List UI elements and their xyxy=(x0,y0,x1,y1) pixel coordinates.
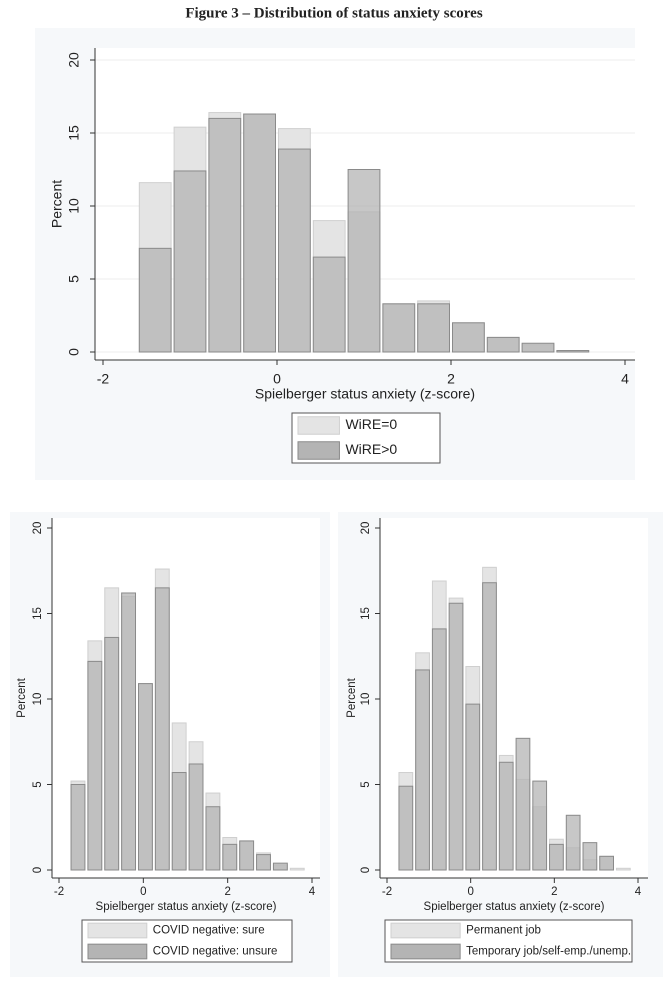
x-tick-label: -2 xyxy=(382,886,392,898)
bar xyxy=(415,669,430,871)
y-tick-label: 0 xyxy=(32,867,44,873)
bar xyxy=(347,169,381,353)
x-tick-label: 4 xyxy=(621,371,629,387)
chart: 0 5 10 15 20 -2 0 2 4 Percent Spielberger status a… xyxy=(10,512,330,977)
bar xyxy=(289,867,305,871)
bar xyxy=(565,814,581,871)
x-tick-label: -2 xyxy=(97,371,110,387)
series xyxy=(138,113,590,353)
y-tick-label: 5 xyxy=(360,781,372,787)
bar xyxy=(171,772,187,871)
y-tick-label: 10 xyxy=(32,693,44,706)
bar xyxy=(121,592,137,871)
x-tick-label: 4 xyxy=(309,886,316,898)
bar xyxy=(515,737,531,871)
legend-swatch xyxy=(297,416,340,435)
x-tick-label: 2 xyxy=(224,886,230,898)
x-tick-label: 4 xyxy=(635,886,642,898)
bar xyxy=(382,303,416,353)
legend-swatch xyxy=(87,922,148,939)
x-tick-label: 0 xyxy=(467,886,473,898)
y-tick-label: 15 xyxy=(360,607,372,620)
legend-swatch xyxy=(390,922,461,939)
y-tick-label: 5 xyxy=(66,275,82,283)
bar xyxy=(239,840,255,871)
bar xyxy=(582,842,598,871)
bar xyxy=(208,117,242,353)
x-tick-label: 2 xyxy=(447,371,455,387)
y-axis-title: Percent xyxy=(16,677,28,717)
y-tick-label: 15 xyxy=(66,125,82,141)
bar xyxy=(599,855,614,871)
y-tick-label: 15 xyxy=(32,607,44,620)
bar xyxy=(556,350,590,353)
bar xyxy=(431,628,447,871)
legend: COVID negative: sure COVID negative: unsu… xyxy=(81,919,293,963)
legend: WiRE=0 WiRE>0 xyxy=(291,412,441,464)
bar xyxy=(448,602,464,871)
bar xyxy=(272,862,288,871)
legend-label: Temporary job/self-emp./unemp. xyxy=(466,946,631,958)
bar xyxy=(70,784,86,871)
y-axis-title: Percent xyxy=(49,180,65,228)
chart: 0 5 10 15 20 -2 0 2 4 Percent Spielberger status a… xyxy=(338,512,663,977)
series xyxy=(70,587,288,871)
bar xyxy=(615,867,631,871)
legend-label: WiRE=0 xyxy=(345,416,397,432)
y-tick-label: 10 xyxy=(66,198,82,214)
bar xyxy=(532,780,548,871)
bar xyxy=(498,761,514,871)
x-axis-title: Spielberger status anxiety (z-score) xyxy=(424,901,605,913)
bar xyxy=(188,763,204,871)
bar xyxy=(173,170,207,353)
bar xyxy=(205,806,221,871)
legend-swatch xyxy=(297,441,340,460)
bar xyxy=(465,703,481,871)
x-tick-label: 0 xyxy=(140,886,146,898)
y-tick-label: 10 xyxy=(360,693,372,706)
y-tick-label: 20 xyxy=(32,522,44,535)
bar xyxy=(312,256,346,353)
bar xyxy=(549,843,564,871)
bar xyxy=(243,113,276,353)
bar xyxy=(138,683,153,871)
legend-swatch xyxy=(390,943,461,960)
bar xyxy=(452,322,485,353)
bar xyxy=(256,854,271,871)
x-axis-title: Spielberger status anxiety (z-score) xyxy=(96,901,277,913)
y-tick-label: 5 xyxy=(32,781,44,787)
figure-title: Figure 3 – Distribution of status anxiet… xyxy=(185,5,483,21)
chart: 0 5 10 15 20 -2 0 2 4 Percent Spielberger status a… xyxy=(35,28,635,480)
bar xyxy=(154,587,170,871)
series xyxy=(398,582,614,871)
y-tick-label: 20 xyxy=(66,52,82,68)
bar xyxy=(417,303,451,353)
legend: Permanent job Temporary job/self-emp./une… xyxy=(384,919,633,963)
bar xyxy=(482,582,497,871)
bar xyxy=(278,148,311,353)
x-tick-label: -2 xyxy=(54,886,64,898)
y-tick-label: 0 xyxy=(360,867,372,873)
x-tick-label: 2 xyxy=(551,886,557,898)
bar xyxy=(87,660,103,871)
bar xyxy=(486,336,520,353)
y-axis-title: Percent xyxy=(346,677,358,717)
x-tick-label: 0 xyxy=(273,371,281,387)
legend-label: COVID negative: unsure xyxy=(153,946,278,958)
legend-label: WiRE>0 xyxy=(345,441,397,457)
bar xyxy=(398,785,414,871)
bar xyxy=(138,247,172,353)
legend-label: COVID negative: sure xyxy=(153,925,265,937)
y-tick-label: 0 xyxy=(66,348,82,356)
legend-label: Permanent job xyxy=(466,925,541,937)
legend-swatch xyxy=(87,943,148,960)
bar xyxy=(521,342,555,353)
bar xyxy=(222,843,238,871)
bar xyxy=(104,636,120,871)
x-axis-title: Spielberger status anxiety (z-score) xyxy=(255,386,475,402)
y-tick-label: 20 xyxy=(360,522,372,535)
